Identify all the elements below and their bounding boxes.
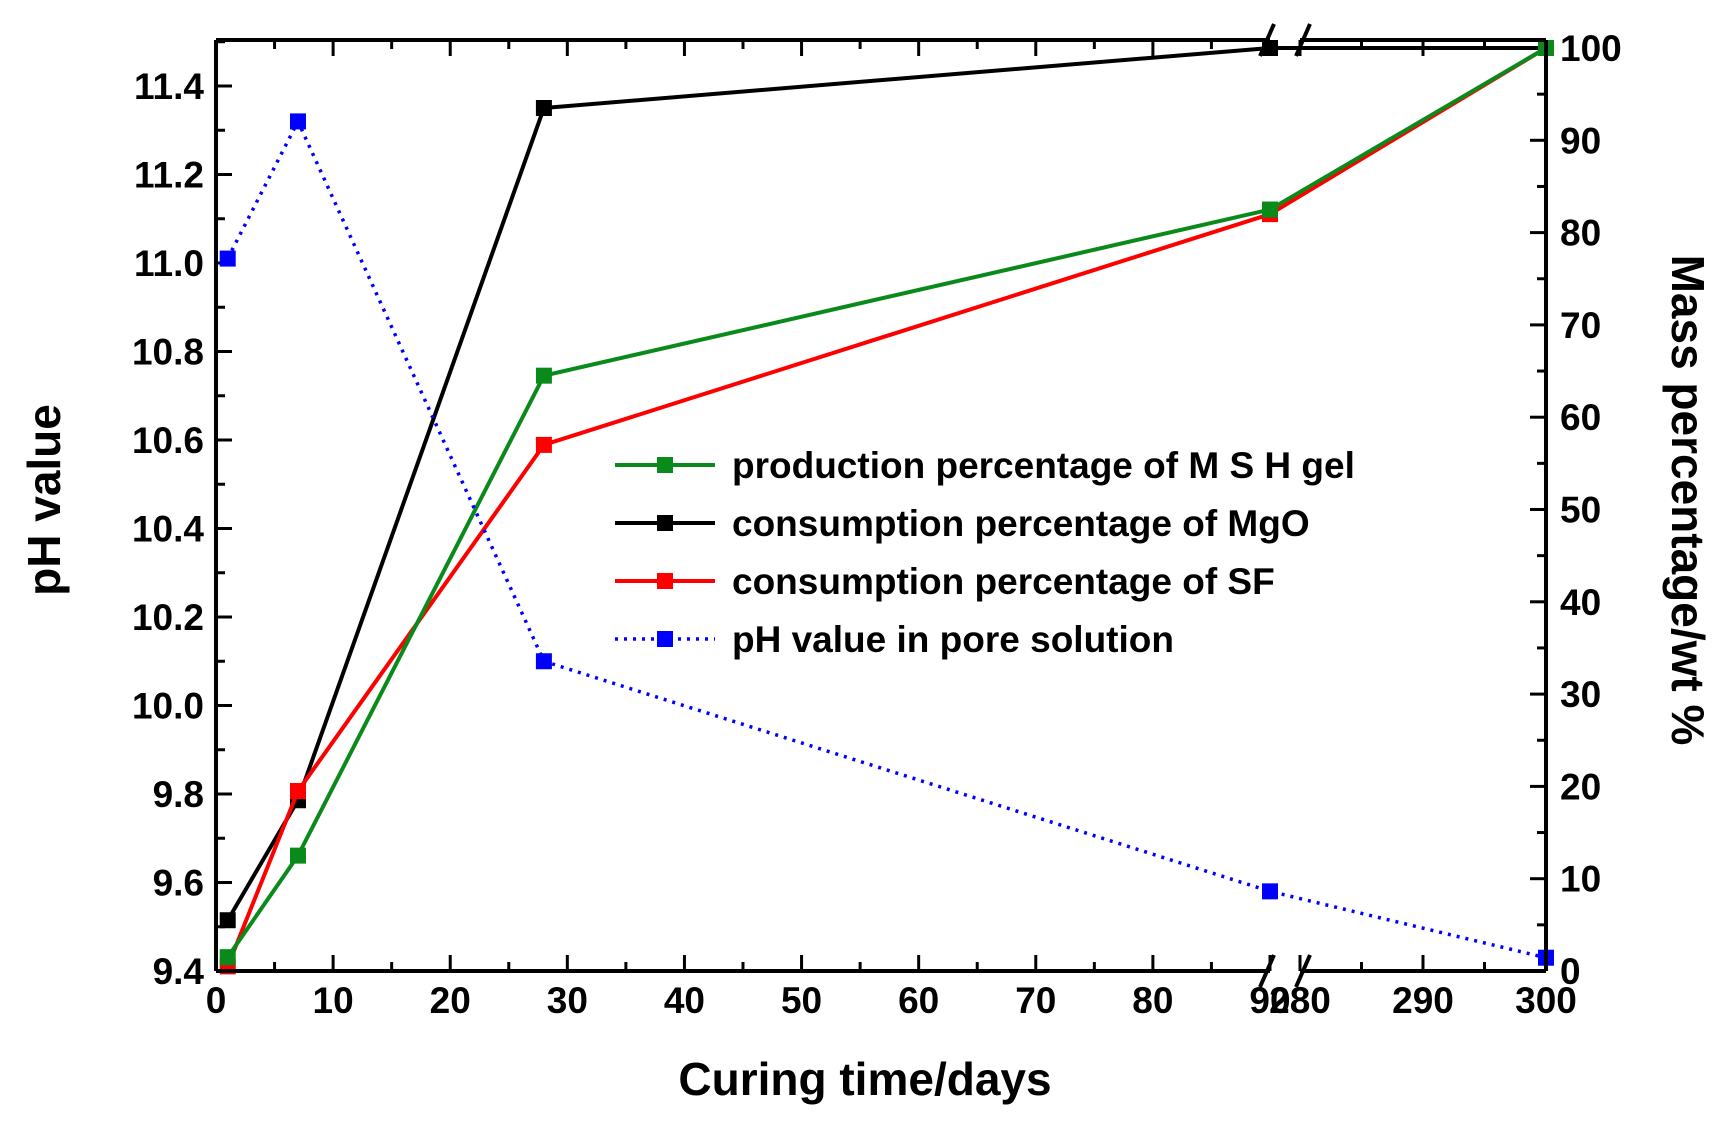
x-axis-title: Curing time/days — [678, 1053, 1051, 1105]
y-left-tick-label: 9.6 — [153, 863, 204, 904]
legend: production percentage of M S H gel consum… — [615, 445, 1355, 660]
x-tick-label: 280 — [1269, 980, 1331, 1021]
y-left-tick-label: 10.8 — [132, 332, 204, 373]
data-point — [289, 113, 306, 130]
x-tick-label: 20 — [430, 980, 471, 1021]
legend-item: pH value in pore solution — [615, 619, 1174, 660]
axis-break-mark — [1294, 23, 1312, 57]
data-point — [1262, 201, 1278, 218]
y-right-tick-label: 0 — [1560, 951, 1581, 992]
plot-frame — [214, 23, 1548, 988]
y-left-tick-label: 11.4 — [134, 66, 204, 107]
data-point — [219, 949, 236, 966]
data-point — [535, 436, 552, 453]
x-tick-label: 90 — [1249, 980, 1290, 1021]
x-tick-label: 80 — [1132, 980, 1173, 1021]
axis-break-mark — [1294, 954, 1312, 988]
legend-swatch-marker — [657, 515, 673, 531]
legend-item: consumption percentage of SF — [615, 561, 1275, 602]
data-point — [535, 653, 552, 670]
y-left-tick-label: 11.0 — [134, 243, 204, 284]
y-right-tick-label: 50 — [1560, 490, 1601, 531]
legend-label: production percentage of M S H gel — [732, 445, 1355, 486]
data-point — [535, 367, 552, 384]
legend-label: pH value in pore solution — [732, 619, 1174, 660]
legend-swatch-marker — [657, 631, 673, 647]
data-point — [289, 783, 306, 800]
y-right-tick-label: 60 — [1560, 397, 1601, 438]
x-tick-label: 290 — [1392, 980, 1454, 1021]
y-right-tick-label: 40 — [1560, 582, 1601, 623]
y-right-tick-label: 80 — [1560, 213, 1601, 254]
x-tick-label: 60 — [898, 980, 939, 1021]
legend-swatch-marker — [657, 573, 673, 589]
y-right-tick-label: 10 — [1560, 859, 1601, 900]
series-layer — [219, 40, 1554, 975]
x-tick-label: 70 — [1015, 980, 1056, 1021]
x-tick-label: 10 — [313, 980, 354, 1021]
y-right-tick-label: 70 — [1560, 305, 1601, 346]
x-tick-label: 40 — [664, 980, 705, 1021]
axis-break-mark — [1258, 23, 1276, 57]
x-tick-label: 30 — [547, 980, 588, 1021]
data-point — [535, 99, 552, 116]
legend-label: consumption percentage of MgO — [732, 503, 1310, 544]
y-left-tick-label: 9.4 — [153, 951, 205, 992]
y-left-tick-label: 10.6 — [132, 420, 204, 461]
legend-swatch-marker — [657, 457, 673, 473]
y-left-tick-label: 9.8 — [153, 774, 204, 815]
y-left-tick-label: 10.2 — [132, 597, 204, 638]
y-axis-left-title: pH value — [18, 404, 70, 596]
legend-item: production percentage of M S H gel — [615, 445, 1355, 486]
series-0 — [219, 40, 1554, 966]
y-left-tick-label: 10.4 — [132, 509, 204, 550]
legend-label: consumption percentage of SF — [732, 561, 1275, 602]
y-right-tick-label: 20 — [1560, 766, 1601, 807]
y-right-tick-label: 30 — [1560, 674, 1601, 715]
y-axis-right-title: Mass percentage/wt % — [1662, 255, 1714, 746]
data-point — [219, 250, 236, 267]
x-tick-label: 0 — [206, 980, 227, 1021]
axis-break-mark — [1258, 954, 1276, 988]
y-left-tick-label: 11.2 — [134, 155, 204, 196]
x-tick-label: 300 — [1515, 980, 1577, 1021]
y-right-tick-label: 90 — [1560, 120, 1601, 161]
legend-item: consumption percentage of MgO — [615, 503, 1310, 544]
y-right-tick-label: 100 — [1560, 28, 1622, 69]
data-point — [289, 847, 306, 864]
data-point — [219, 912, 236, 929]
y-left-tick-label: 10.0 — [132, 686, 204, 727]
x-tick-label: 50 — [781, 980, 822, 1021]
data-point — [1262, 883, 1278, 900]
